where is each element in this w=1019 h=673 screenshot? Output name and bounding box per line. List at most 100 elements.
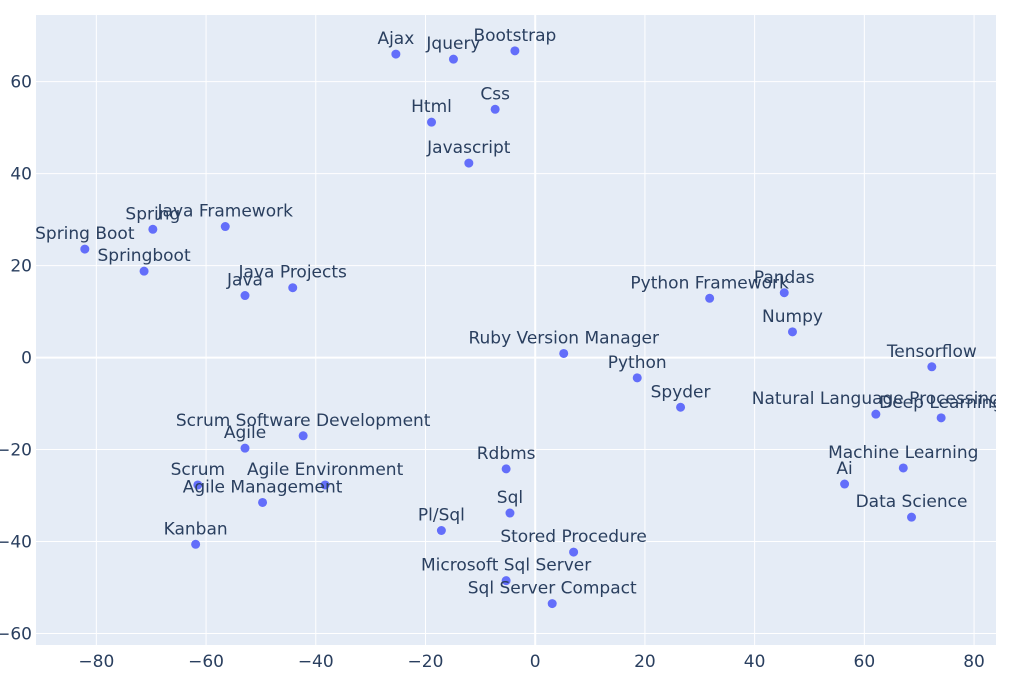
point-label: Python	[608, 353, 667, 373]
scatter-point[interactable]: Data Science	[856, 492, 968, 522]
x-tick-label: 0	[530, 652, 541, 672]
scatter-point[interactable]: Java Framework	[157, 202, 294, 232]
scatter-point[interactable]: Sql Server Compact	[468, 579, 637, 609]
x-tick-label: 80	[963, 652, 985, 672]
scatter-point[interactable]: Python Framework	[630, 273, 789, 303]
point-marker[interactable]	[927, 362, 937, 372]
point-marker[interactable]	[258, 497, 268, 507]
scatter-point[interactable]: Jquery	[425, 34, 481, 64]
x-tick-label: −20	[408, 652, 444, 672]
point-marker[interactable]	[840, 479, 850, 489]
point-label: Machine Learning	[828, 443, 978, 463]
scatter-point[interactable]: Scrum	[171, 460, 225, 490]
y-tick-label: −40	[0, 533, 32, 553]
point-marker[interactable]	[705, 293, 715, 303]
scatter-point[interactable]: Pandas	[754, 268, 815, 298]
scatter-point[interactable]: Rdbms	[477, 444, 536, 474]
point-marker[interactable]	[220, 222, 230, 232]
point-label: Agile	[224, 423, 266, 443]
point-marker[interactable]	[427, 117, 437, 127]
scatter-point[interactable]: Springboot	[98, 246, 191, 276]
scatter-point[interactable]: Html	[411, 97, 452, 127]
scatter-point[interactable]: Natural Language Processing	[752, 389, 1000, 419]
scatter-point[interactable]: Deep Learning	[879, 393, 1003, 423]
y-tick-label: 20	[10, 257, 32, 277]
point-marker[interactable]	[787, 327, 797, 337]
scatter-point[interactable]: Spring	[125, 204, 180, 234]
point-marker[interactable]	[391, 49, 401, 59]
point-marker[interactable]	[898, 463, 908, 473]
point-label: Kanban	[164, 519, 228, 539]
scatter-point[interactable]: Agile Environment	[247, 460, 404, 490]
scatter-point[interactable]: Tensorflow	[886, 342, 977, 372]
point-label: Stored Procedure	[500, 527, 647, 547]
point-label: Css	[480, 84, 510, 104]
scatter-point[interactable]: Ajax	[377, 29, 414, 59]
scatter-point[interactable]: Stored Procedure	[500, 527, 647, 557]
point-marker[interactable]	[464, 158, 474, 168]
point-marker[interactable]	[547, 599, 557, 609]
point-marker[interactable]	[510, 46, 520, 56]
point-marker[interactable]	[80, 244, 90, 254]
scatter-point[interactable]: Spring Boot	[35, 224, 135, 254]
x-tick-label: −40	[298, 652, 334, 672]
point-marker[interactable]	[559, 348, 569, 358]
scatter-point[interactable]: Css	[480, 84, 510, 114]
point-label: Jquery	[425, 34, 480, 54]
scatter-point[interactable]: Ai	[836, 459, 853, 489]
point-marker[interactable]	[779, 288, 789, 298]
point-marker[interactable]	[501, 464, 511, 474]
scatter-point[interactable]: Numpy	[762, 307, 823, 337]
point-marker[interactable]	[490, 104, 500, 114]
scatter-point[interactable]: Spyder	[651, 382, 711, 412]
point-marker[interactable]	[193, 480, 203, 490]
point-marker[interactable]	[191, 539, 201, 549]
point-label: Java	[226, 271, 263, 291]
scatter-point[interactable]: Pl/Sql	[418, 505, 465, 535]
y-tick-label: 0	[21, 349, 32, 369]
point-marker[interactable]	[501, 576, 511, 586]
scatter-point[interactable]: Scrum Software Development	[176, 411, 431, 441]
point-label: Tensorflow	[886, 342, 977, 362]
point-label: Java Framework	[157, 202, 294, 222]
point-marker[interactable]	[298, 431, 308, 441]
point-label: Microsoft Sql Server	[421, 556, 591, 576]
point-label: Pl/Sql	[418, 505, 465, 525]
point-marker[interactable]	[240, 443, 250, 453]
scatter-point[interactable]: Microsoft Sql Server	[421, 556, 591, 586]
point-marker[interactable]	[871, 409, 881, 419]
scatter-point[interactable]: Bootstrap	[473, 26, 556, 56]
point-marker[interactable]	[632, 373, 642, 383]
point-label: Sql	[497, 488, 523, 508]
point-marker[interactable]	[569, 547, 579, 557]
y-tick-label: −20	[0, 441, 32, 461]
point-label: Spring Boot	[35, 224, 135, 244]
scatter-point[interactable]: Ruby Version Manager	[468, 328, 659, 358]
point-label: Ai	[836, 459, 852, 479]
y-tick-label: 40	[10, 165, 32, 185]
point-marker[interactable]	[448, 54, 458, 64]
point-marker[interactable]	[436, 525, 446, 535]
scatter-point[interactable]: Agile Management	[183, 477, 343, 507]
point-marker[interactable]	[148, 224, 158, 234]
point-marker[interactable]	[907, 512, 917, 522]
scatter-point[interactable]: Kanban	[164, 519, 228, 549]
point-marker[interactable]	[936, 413, 946, 423]
scatter-point[interactable]: Agile	[224, 423, 266, 453]
point-marker[interactable]	[139, 266, 149, 276]
scatter-point[interactable]: Javascript	[426, 138, 511, 168]
point-marker[interactable]	[320, 480, 330, 490]
point-label: Data Science	[856, 492, 968, 512]
scatter-point[interactable]: Machine Learning	[828, 443, 978, 473]
point-marker[interactable]	[288, 283, 298, 293]
scatter-point[interactable]: Sql	[497, 488, 523, 518]
point-label: Html	[411, 97, 452, 117]
point-label: Sql Server Compact	[468, 579, 637, 599]
scatter-point[interactable]: Java	[226, 271, 263, 301]
scatter-point[interactable]: Python	[608, 353, 667, 383]
scatter-point[interactable]: Java Projects	[238, 263, 347, 293]
point-marker[interactable]	[676, 402, 686, 412]
point-marker[interactable]	[505, 508, 515, 518]
point-marker[interactable]	[240, 291, 250, 301]
point-label: Deep Learning	[879, 393, 1003, 413]
